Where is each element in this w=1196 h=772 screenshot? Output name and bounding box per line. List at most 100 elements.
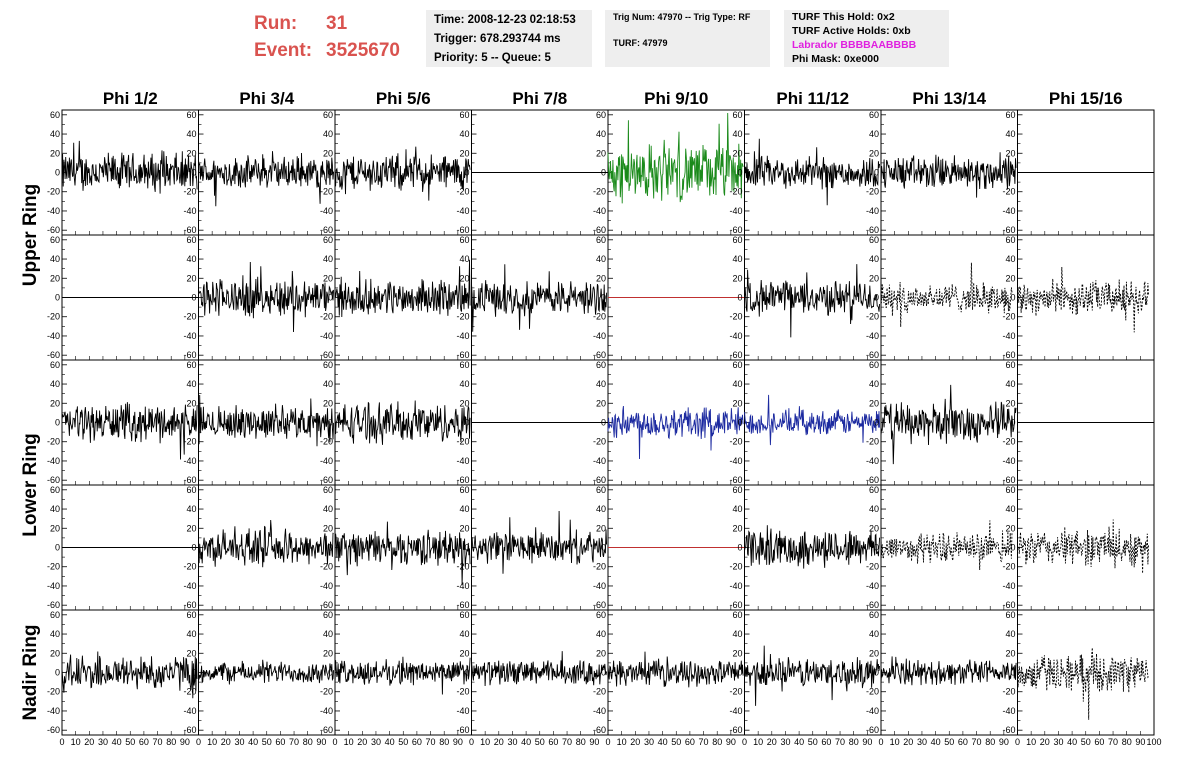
y-tick-label: 40 — [732, 254, 742, 264]
y-tick-label: -40 — [729, 206, 742, 216]
y-tick-label: 60 — [459, 360, 469, 370]
y-tick-label: 40 — [323, 129, 333, 139]
y-tick-label: -40 — [866, 456, 879, 466]
y-tick-label: 60 — [50, 610, 60, 620]
y-tick-label: 60 — [186, 485, 196, 495]
waveform-trace — [334, 400, 471, 445]
y-tick-label: -40 — [47, 206, 60, 216]
panel-frame — [1017, 484, 1155, 611]
y-tick-label: 60 — [459, 610, 469, 620]
y-tick-label: -40 — [456, 581, 469, 591]
y-tick-label: -40 — [1002, 706, 1015, 716]
y-tick-label: -60 — [729, 600, 742, 610]
x-tick-label: 0 — [878, 737, 883, 747]
y-tick-label: 0 — [328, 543, 333, 553]
y-tick-label: -40 — [320, 206, 333, 216]
y-tick-label: -60 — [593, 225, 606, 235]
time-text: Time: 2008-12-23 02:18:53 — [434, 14, 576, 26]
y-tick-label: -40 — [1002, 456, 1015, 466]
waveform-trace — [880, 152, 1017, 198]
y-tick-label: 40 — [732, 629, 742, 639]
x-tick-label: 10 — [890, 737, 900, 747]
y-tick-label: -60 — [866, 475, 879, 485]
y-tick-label: 0 — [601, 543, 606, 553]
y-tick-label: -20 — [47, 687, 60, 697]
y-tick-label: -40 — [729, 581, 742, 591]
x-tick-label: 60 — [548, 737, 558, 747]
x-tick-label: 10 — [617, 737, 627, 747]
y-tick-label: 20 — [1005, 398, 1015, 408]
y-tick-label: 0 — [737, 168, 742, 178]
x-tick-label: 60 — [821, 737, 831, 747]
y-tick-label: -40 — [47, 456, 60, 466]
y-tick-label: 20 — [50, 523, 60, 533]
y-tick-label: 40 — [459, 629, 469, 639]
y-tick-label: -60 — [456, 225, 469, 235]
y-tick-label: 60 — [50, 485, 60, 495]
x-tick-label: 20 — [630, 737, 640, 747]
x-tick-label: 30 — [98, 737, 108, 747]
y-tick-label: -20 — [1002, 312, 1015, 322]
x-tick-label: 50 — [262, 737, 272, 747]
y-tick-label: 0 — [191, 543, 196, 553]
x-tick-label: 50 — [808, 737, 818, 747]
y-tick-label: 0 — [191, 418, 196, 428]
column-title: Phi 1/2 — [103, 89, 158, 108]
x-tick-label: 70 — [426, 737, 436, 747]
y-tick-label: 60 — [732, 235, 742, 245]
y-tick-label: 40 — [869, 629, 879, 639]
y-tick-label: 40 — [459, 254, 469, 264]
y-tick-label: -40 — [866, 706, 879, 716]
y-tick-label: 40 — [50, 254, 60, 264]
y-tick-label: -20 — [47, 437, 60, 447]
y-tick-label: -40 — [47, 706, 60, 716]
y-tick-label: -40 — [593, 206, 606, 216]
y-tick-label: 20 — [186, 398, 196, 408]
waveform-trace — [1017, 647, 1149, 720]
waveform-trace — [198, 151, 335, 207]
y-tick-label: -60 — [866, 225, 879, 235]
y-tick-label: -40 — [183, 331, 196, 341]
y-tick-label: 20 — [1005, 648, 1015, 658]
y-tick-label: 20 — [1005, 273, 1015, 283]
x-tick-label: 20 — [221, 737, 231, 747]
y-tick-label: 60 — [1005, 235, 1015, 245]
x-tick-label: 40 — [248, 737, 258, 747]
y-tick-label: 20 — [323, 648, 333, 658]
y-tick-label: -40 — [456, 706, 469, 716]
y-tick-label: 60 — [1005, 110, 1015, 120]
y-tick-label: -20 — [183, 562, 196, 572]
y-tick-label: 20 — [732, 398, 742, 408]
x-tick-label: 80 — [576, 737, 586, 747]
waveform-trace — [744, 645, 881, 706]
y-tick-label: 20 — [323, 273, 333, 283]
y-tick-label: -60 — [593, 725, 606, 735]
y-tick-label: 20 — [50, 398, 60, 408]
y-tick-label: -20 — [320, 312, 333, 322]
x-tick-label: 80 — [439, 737, 449, 747]
waveform-trace — [1017, 519, 1149, 574]
y-tick-label: 60 — [186, 235, 196, 245]
row-title: Upper Ring — [20, 184, 41, 286]
waveform-trace — [334, 259, 471, 318]
run-event-box: Run: 31 Event: 3525670 — [254, 10, 400, 64]
x-tick-label: 20 — [494, 737, 504, 747]
y-tick-label: 60 — [869, 110, 879, 120]
y-tick-label: 20 — [596, 273, 606, 283]
x-tick-label: 40 — [521, 737, 531, 747]
x-tick-label: 0 — [1015, 737, 1020, 747]
column-title: Phi 5/6 — [376, 89, 431, 108]
trigger-text: Trigger: 678.293744 ms — [434, 33, 561, 45]
y-tick-label: 40 — [186, 504, 196, 514]
y-tick-label: -60 — [1002, 600, 1015, 610]
y-tick-label: 20 — [186, 648, 196, 658]
column-title: Phi 11/12 — [776, 89, 849, 108]
y-tick-label: 40 — [596, 379, 606, 389]
y-tick-label: 60 — [50, 360, 60, 370]
y-tick-label: 40 — [869, 254, 879, 264]
y-tick-label: 20 — [732, 648, 742, 658]
waveform-trace — [198, 261, 335, 333]
y-tick-label: -20 — [456, 687, 469, 697]
y-tick-label: 0 — [1010, 293, 1015, 303]
y-tick-label: 0 — [874, 293, 879, 303]
